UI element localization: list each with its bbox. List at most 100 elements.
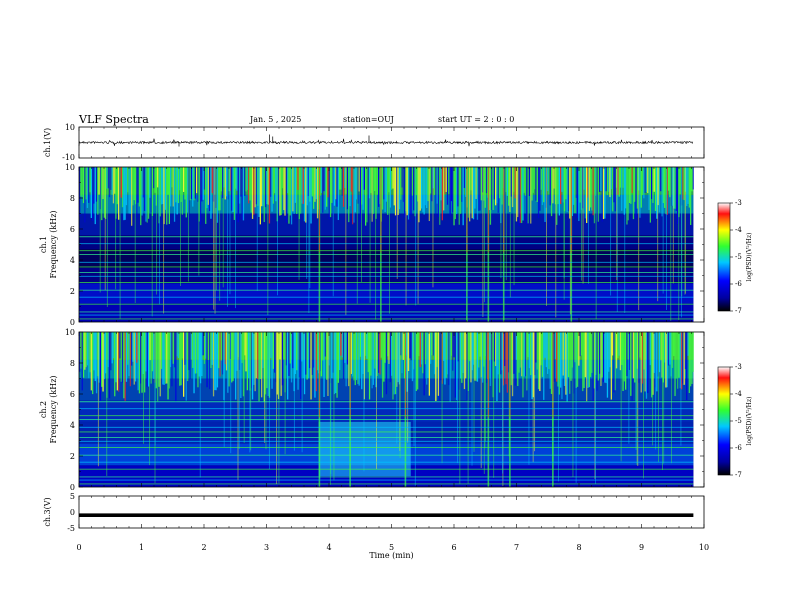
spectrogram-column bbox=[384, 332, 386, 363]
spectrogram-column bbox=[571, 167, 573, 217]
spectrogram-column bbox=[465, 167, 467, 197]
spectrogram-column bbox=[127, 167, 129, 193]
sferic-streak bbox=[301, 332, 303, 453]
spectrogram-column bbox=[297, 332, 299, 390]
spectrogram-column bbox=[314, 332, 316, 398]
spectrogram-column bbox=[613, 332, 615, 393]
colorbar-tick-label: -6 bbox=[735, 444, 742, 452]
spectrogram-column bbox=[237, 167, 239, 223]
spectrogram-column bbox=[513, 332, 515, 374]
spectrogram-column bbox=[320, 332, 323, 377]
spectrogram-column bbox=[556, 167, 558, 225]
sferic-streak bbox=[575, 332, 577, 483]
spectrogram-column bbox=[240, 332, 242, 399]
spectrogram-column bbox=[539, 167, 541, 211]
spectrogram-column bbox=[320, 167, 323, 193]
spectrogram-column bbox=[654, 167, 657, 211]
spectrogram-column bbox=[508, 167, 510, 206]
spectrogram-column bbox=[514, 167, 516, 199]
spectrogram-column bbox=[141, 167, 143, 216]
spectrogram-column bbox=[89, 332, 91, 373]
spectrogram-column bbox=[258, 167, 260, 218]
spectrogram-column bbox=[660, 167, 662, 192]
spectrogram-column bbox=[229, 167, 232, 191]
sferic-streak bbox=[684, 167, 686, 294]
spectrogram-column bbox=[381, 332, 384, 398]
sferic-strong-core bbox=[405, 332, 407, 418]
spectrogram-column bbox=[227, 332, 229, 393]
spectrogram-column bbox=[430, 167, 432, 194]
sferic-strong-core bbox=[552, 332, 554, 418]
sferic-streak bbox=[459, 332, 461, 485]
spectrogram-column bbox=[138, 332, 141, 394]
spectrogram-column bbox=[262, 332, 264, 369]
sferic-streak bbox=[276, 332, 278, 485]
spectrogram-column bbox=[440, 167, 442, 201]
spectrogram-column bbox=[108, 167, 111, 198]
sferic-streak bbox=[243, 332, 245, 443]
sferic-streak bbox=[505, 167, 507, 281]
spectrogram-column bbox=[311, 332, 313, 375]
spectrogram-column bbox=[374, 167, 376, 192]
spectrogram-column bbox=[548, 332, 550, 370]
spectrogram-column bbox=[674, 332, 676, 397]
spectrogram-column bbox=[303, 167, 306, 222]
spectrogram-column bbox=[380, 332, 382, 358]
spectrogram-column bbox=[645, 167, 648, 193]
sferic-streak bbox=[624, 167, 626, 313]
spectrogram-column bbox=[383, 332, 385, 382]
spectrogram-column bbox=[255, 167, 258, 205]
spectrogram-column bbox=[313, 167, 315, 209]
spectrogram-column bbox=[232, 167, 234, 213]
sferic-streak bbox=[509, 167, 511, 298]
spectrogram-column bbox=[141, 332, 143, 393]
time-tick-label: 6 bbox=[451, 543, 456, 552]
spectrogram-column bbox=[587, 332, 589, 388]
spectrogram-column bbox=[686, 167, 688, 207]
spectrogram-column bbox=[163, 332, 165, 385]
sferic-streak bbox=[199, 332, 201, 478]
spectrogram-column bbox=[450, 332, 453, 356]
spectrogram-column bbox=[275, 332, 277, 383]
spectrogram-column bbox=[370, 167, 372, 193]
colorbar-gradient bbox=[717, 202, 731, 312]
spectrogram-column bbox=[448, 167, 450, 194]
sferic-streak bbox=[628, 332, 630, 444]
spectrogram-column bbox=[125, 167, 128, 206]
spectrogram-column bbox=[424, 167, 427, 206]
spectrogram-column bbox=[652, 167, 654, 203]
spectrogram-column bbox=[131, 167, 133, 226]
spectrogram-column bbox=[244, 332, 246, 356]
spectrogram-column bbox=[199, 167, 202, 225]
sferic-streak bbox=[558, 332, 559, 482]
sferic-streak bbox=[119, 167, 121, 319]
spectrogram-column bbox=[201, 167, 203, 202]
sferic-streak bbox=[502, 332, 504, 474]
spectrogram-column bbox=[462, 332, 464, 374]
spectrogram-column bbox=[367, 167, 369, 216]
ch3-ytick-label: 5 bbox=[70, 492, 75, 501]
spectrogram-column bbox=[515, 167, 518, 222]
spectrogram-column bbox=[236, 332, 238, 371]
spectrogram-column bbox=[618, 332, 620, 356]
spectrogram-column bbox=[297, 167, 299, 190]
spectrogram-column bbox=[144, 332, 146, 393]
spectrogram-column bbox=[248, 167, 250, 204]
spectrogram-column bbox=[296, 167, 298, 214]
spectrogram-column bbox=[622, 167, 624, 188]
spectrogram-column bbox=[189, 167, 191, 201]
spectrogram-column bbox=[365, 167, 367, 226]
spectrogram-column bbox=[324, 332, 326, 357]
spectrogram-column bbox=[374, 332, 376, 369]
spectrogram-column bbox=[588, 167, 590, 211]
spectrogram-column bbox=[518, 332, 520, 373]
spectrogram-column bbox=[166, 167, 168, 225]
spectrogram-column bbox=[222, 167, 224, 199]
spectrogram-column bbox=[132, 332, 134, 362]
spectrogram-column bbox=[578, 167, 580, 222]
spectrogram-column bbox=[86, 167, 89, 208]
spectrogram-column bbox=[492, 332, 494, 398]
sferic-streak bbox=[555, 167, 557, 318]
spectrogram-column bbox=[162, 167, 164, 205]
